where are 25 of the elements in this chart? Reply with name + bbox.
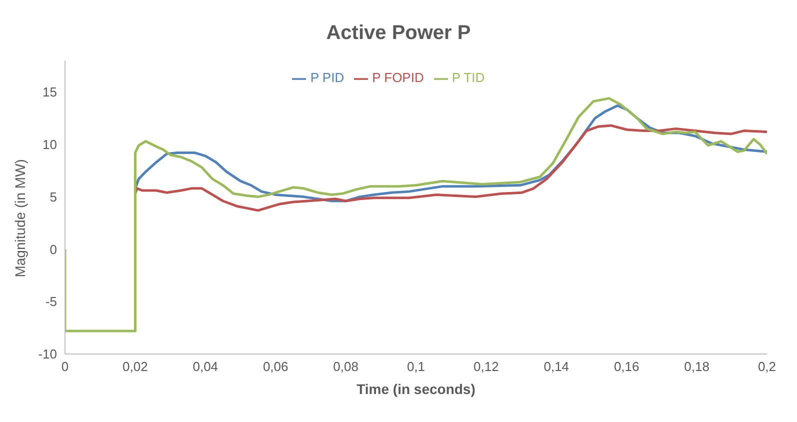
y-tick-label: 0 bbox=[50, 242, 57, 257]
y-tick-label: 5 bbox=[50, 189, 57, 204]
x-tick-label: 0,06 bbox=[262, 359, 288, 374]
y-tick-label: -5 bbox=[45, 294, 57, 310]
x-tick-label: 0,02 bbox=[122, 359, 148, 374]
line-series bbox=[134, 124, 767, 212]
legend-label: P PID bbox=[310, 70, 344, 85]
legend-label: P TID bbox=[452, 70, 485, 85]
legend-label: P FOPID bbox=[372, 70, 424, 85]
x-tick-label: 0,04 bbox=[192, 359, 218, 374]
x-tick-label: 0 bbox=[61, 359, 69, 374]
y-tick-label: 10 bbox=[42, 137, 57, 152]
x-tick-label: 0,1 bbox=[406, 359, 426, 374]
x-tick-label: 0,14 bbox=[544, 359, 570, 374]
x-tick-label: 0,16 bbox=[614, 359, 640, 374]
y-tick-label: -10 bbox=[38, 346, 57, 362]
x-axis-title: Time (in seconds) bbox=[356, 381, 476, 397]
x-tick-label: 0,08 bbox=[333, 359, 358, 374]
chart-title: Active Power P bbox=[325, 22, 472, 45]
x-tick-label: 0,12 bbox=[474, 359, 499, 374]
x-tick-label: 0,18 bbox=[684, 359, 710, 374]
x-tick-label: 0,2 bbox=[758, 359, 776, 374]
line-series bbox=[65, 97, 767, 332]
y-axis-title: Magnitude (in MW) bbox=[12, 159, 28, 278]
y-tick-label: 15 bbox=[42, 84, 57, 100]
